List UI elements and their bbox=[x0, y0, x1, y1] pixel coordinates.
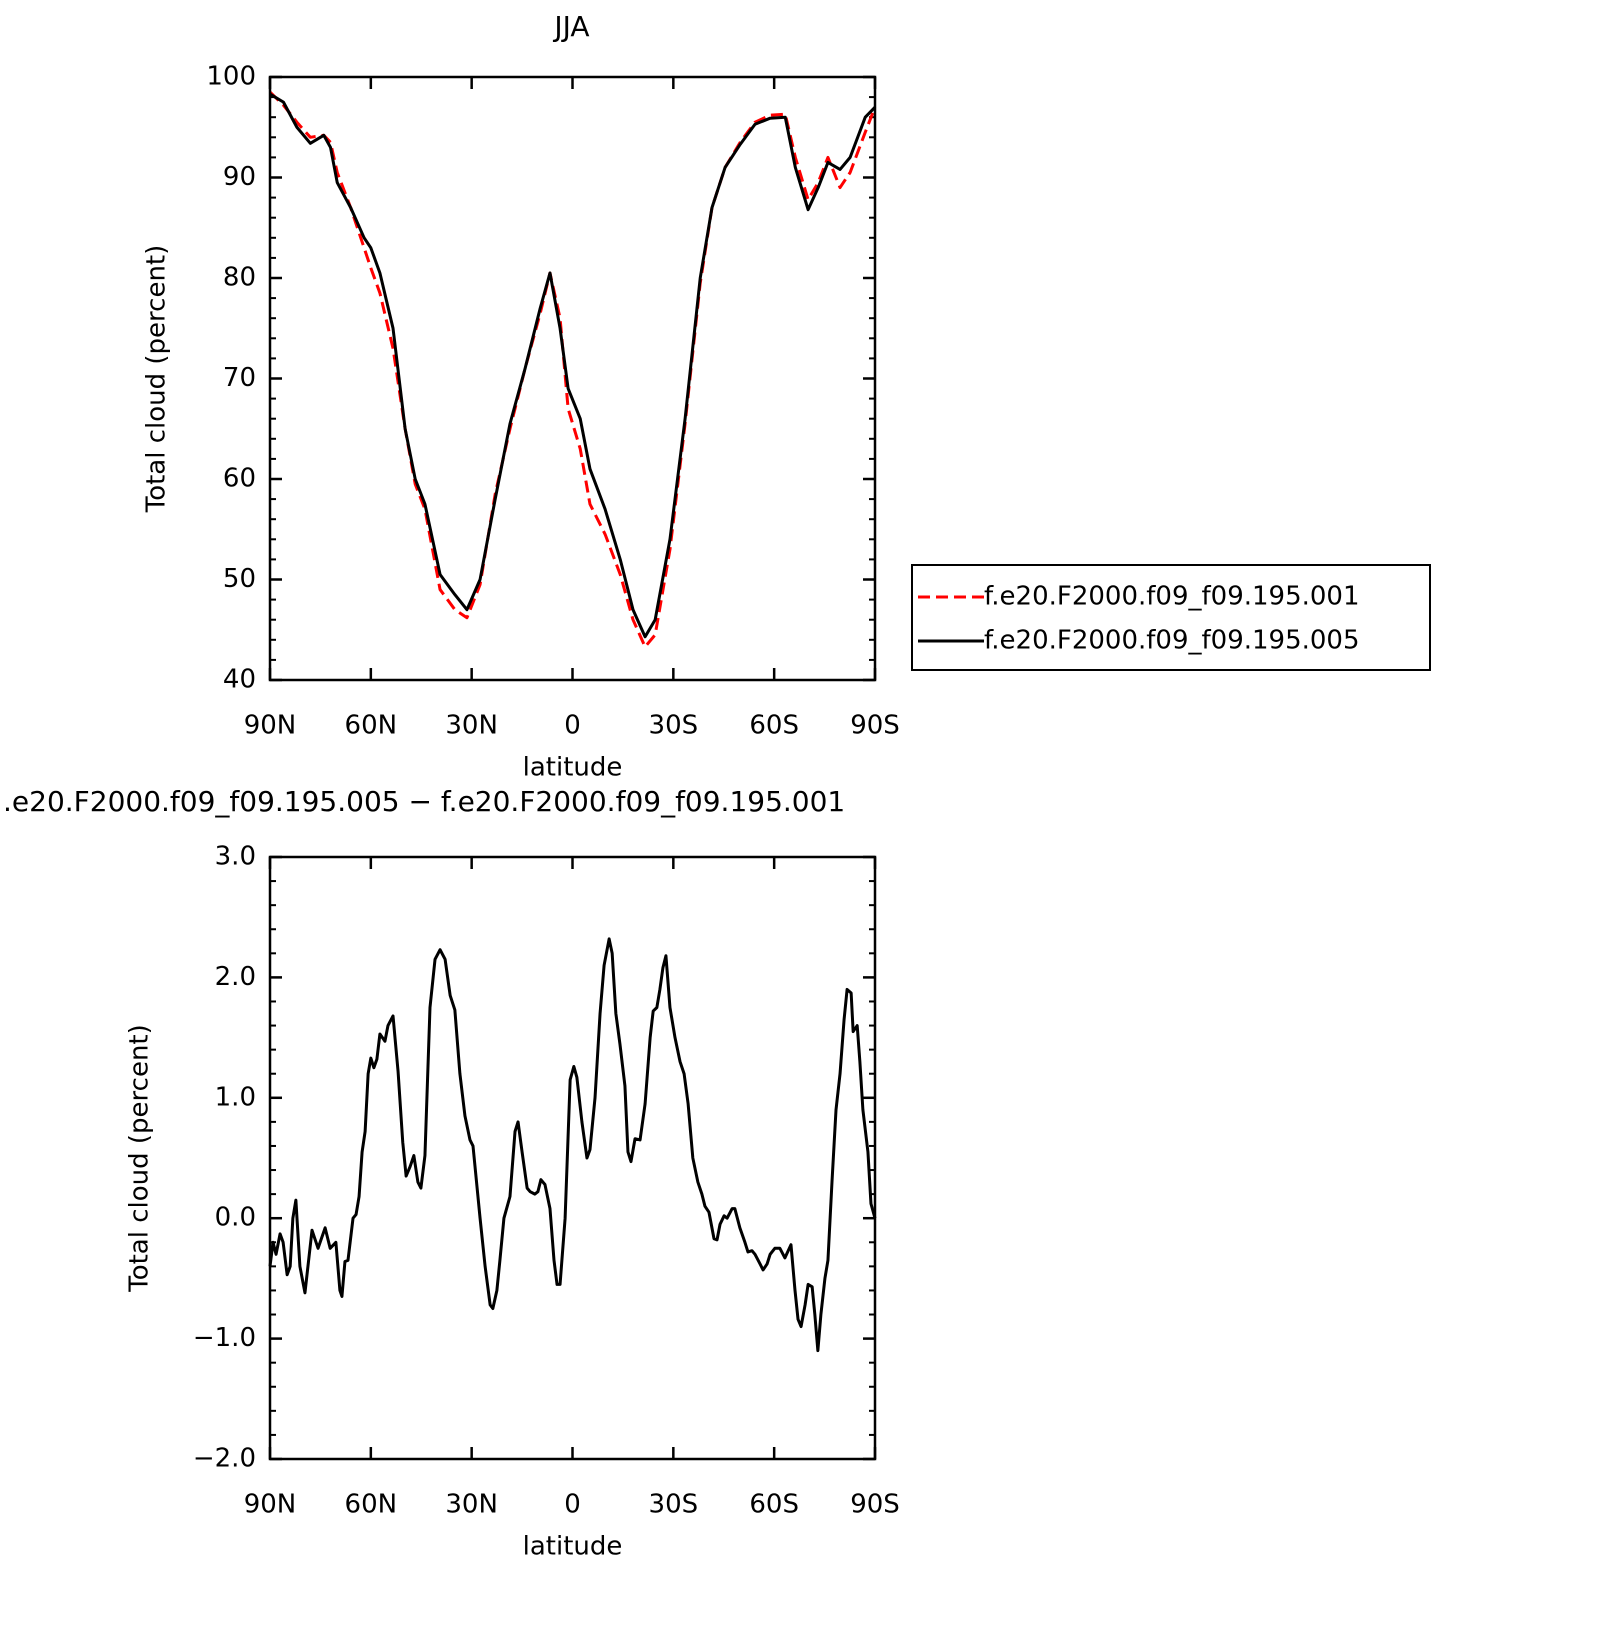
x-axis-label: latitude bbox=[523, 753, 623, 783]
data-line bbox=[268, 91, 877, 649]
y-tick-label: 50 bbox=[223, 564, 256, 594]
x-tick-label: 90S bbox=[850, 1490, 900, 1520]
y-axis-label: Total cloud (percent) bbox=[125, 1024, 155, 1293]
y-tick-label: 80 bbox=[223, 263, 256, 293]
x-tick-label: 60N bbox=[345, 1490, 398, 1520]
x-tick-label: 0 bbox=[564, 1490, 581, 1520]
x-tick-label: 0 bbox=[564, 711, 581, 741]
chart-title: JJA bbox=[552, 10, 589, 43]
y-tick-label: 0.0 bbox=[215, 1203, 256, 1233]
y-axis-label: Total cloud (percent) bbox=[142, 245, 172, 514]
x-tick-label: 30N bbox=[445, 1490, 498, 1520]
y-tick-label: 3.0 bbox=[215, 842, 256, 872]
data-line bbox=[268, 937, 877, 1353]
x-axis-label: latitude bbox=[523, 1532, 623, 1562]
x-tick-label: 60S bbox=[749, 1490, 799, 1520]
x-tick-label: 30N bbox=[445, 711, 498, 741]
y-tick-label: 90 bbox=[223, 162, 256, 192]
x-tick-label: 90N bbox=[244, 1490, 297, 1520]
x-tick-label: 90S bbox=[850, 711, 900, 741]
legend-box bbox=[911, 564, 1431, 671]
y-tick-label: 40 bbox=[223, 665, 256, 695]
y-tick-label: 70 bbox=[223, 363, 256, 393]
y-tick-label: −2.0 bbox=[193, 1444, 256, 1474]
plot-frame bbox=[268, 855, 877, 1461]
x-tick-label: 60S bbox=[749, 711, 799, 741]
plot-frame bbox=[268, 75, 877, 682]
data-line bbox=[269, 92, 877, 639]
y-tick-label: 2.0 bbox=[215, 962, 256, 992]
y-tick-label: 1.0 bbox=[215, 1082, 256, 1112]
y-tick-label: 60 bbox=[223, 464, 256, 494]
legend-label: f.e20.F2000.f09_f09.195.005 bbox=[984, 626, 1360, 656]
y-tick-label: −1.0 bbox=[193, 1323, 256, 1353]
chart-title: .e20.F2000.f09_f09.195.005 − f.e20.F2000… bbox=[3, 785, 845, 818]
x-tick-label: 90N bbox=[244, 711, 297, 741]
x-tick-label: 30S bbox=[649, 1490, 699, 1520]
y-tick-label: 100 bbox=[206, 62, 256, 92]
legend-label: f.e20.F2000.f09_f09.195.001 bbox=[984, 582, 1360, 612]
x-tick-label: 60N bbox=[345, 711, 398, 741]
x-tick-label: 30S bbox=[649, 711, 699, 741]
